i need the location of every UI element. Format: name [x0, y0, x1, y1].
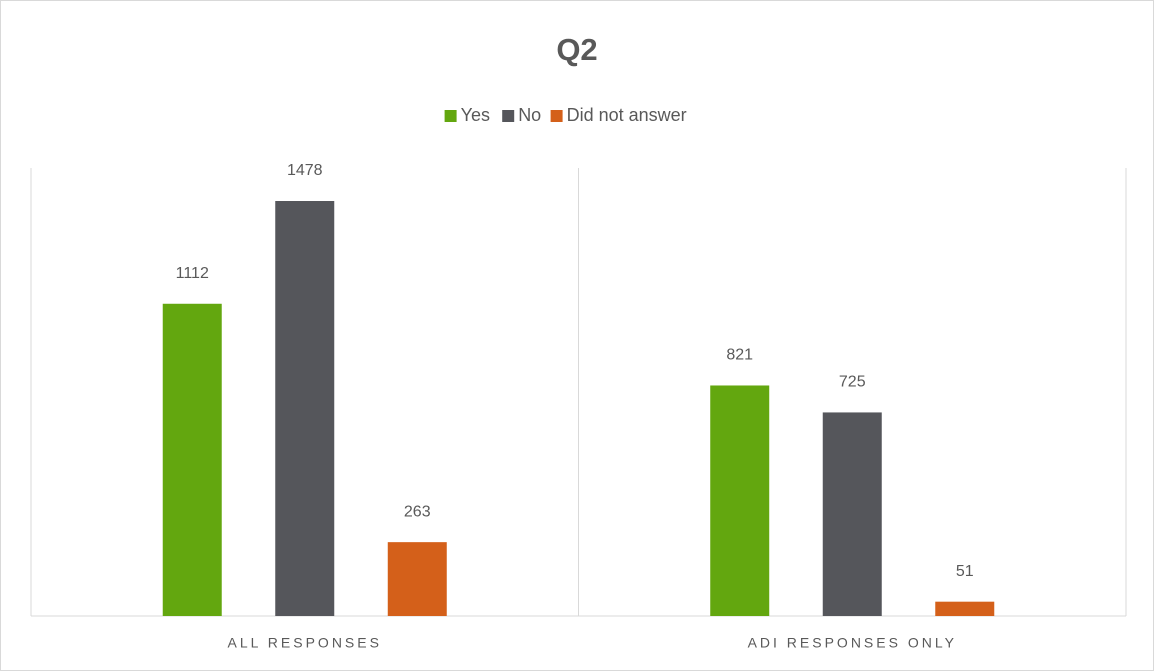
legend-label: No [518, 105, 541, 125]
x-tick-label: ADI RESPONSES ONLY [748, 635, 957, 651]
legend-label: Did not answer [567, 105, 687, 125]
data-label: 725 [839, 374, 866, 391]
x-tick-label: ALL RESPONSES [228, 635, 382, 651]
legend-label: Yes [461, 105, 490, 125]
chart-title: Q2 [556, 32, 597, 67]
bar [935, 601, 995, 616]
legend-swatch [444, 110, 457, 122]
data-label: 263 [404, 503, 431, 520]
data-label: 51 [956, 563, 974, 580]
data-label: 1112 [176, 265, 209, 282]
bar [387, 542, 447, 616]
data-label: 821 [726, 347, 753, 364]
legend-swatch [550, 110, 563, 122]
bar [162, 303, 222, 616]
bar [822, 412, 882, 616]
legend-swatch [502, 110, 515, 122]
bar [275, 201, 335, 616]
data-label: 1478 [287, 162, 323, 179]
bar [710, 385, 770, 616]
